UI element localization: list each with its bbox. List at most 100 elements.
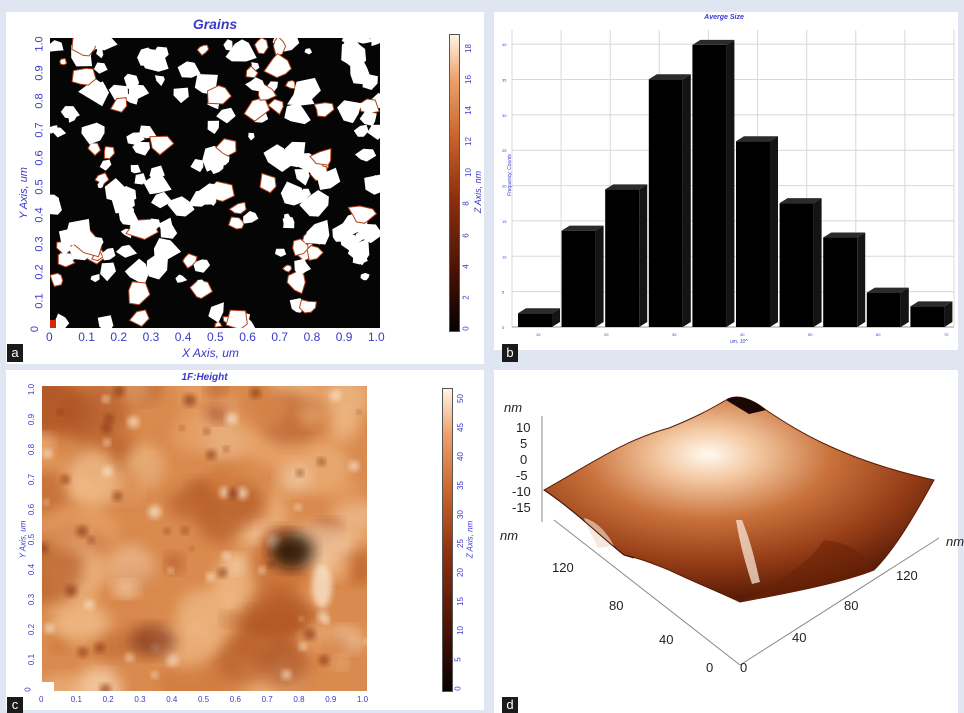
height-speck: [281, 669, 292, 680]
panel-c-colorbar-tick: 20: [455, 567, 465, 577]
bar-chart-x-tick: 20: [604, 332, 609, 337]
panel-a: Grains Y Axis, um 0 0.1 0.2 0.3 0.4 0.5 0.6 0.7…: [6, 12, 484, 364]
height-corner-mark: [42, 682, 54, 691]
height-speck: [148, 505, 162, 519]
height-patch: [327, 409, 359, 442]
grain: [360, 272, 370, 281]
grain: [50, 40, 64, 52]
bar: [736, 136, 779, 327]
panel-c-y-tick: 0.2: [27, 623, 37, 636]
grain: [206, 85, 232, 105]
height-speck: [298, 616, 304, 622]
grain-map: [50, 38, 380, 328]
grain: [295, 153, 325, 175]
height-map: [42, 386, 367, 691]
grain: [143, 175, 172, 195]
grain: [294, 258, 312, 277]
bar-side: [682, 74, 691, 328]
grain: [272, 38, 287, 57]
height-speck: [222, 551, 231, 560]
grain: [91, 38, 109, 47]
grain: [182, 253, 198, 269]
height-patch: [203, 405, 230, 424]
height-speck: [318, 655, 329, 666]
bar-chart-y-tick: 20: [502, 184, 507, 189]
panel-c-colorbar-tick: 40: [455, 451, 465, 461]
height-speck: [44, 623, 55, 634]
bar-side: [639, 184, 648, 327]
panel-a-xlabel: X Axis, um: [182, 346, 239, 360]
bar-front: [518, 313, 553, 327]
bar-front: [736, 141, 771, 327]
bar-chart-x-tick: 50: [808, 332, 813, 337]
height-patch: [197, 498, 244, 544]
grain: [342, 221, 351, 231]
height-patch: [277, 461, 311, 494]
grain: [124, 258, 149, 285]
panel-a-title: Grains: [192, 16, 238, 32]
panel-c-colorbar: [442, 388, 453, 692]
grain: [170, 202, 179, 209]
height-speck: [125, 652, 135, 662]
panel-a-colorbar-tick: 16: [463, 74, 473, 84]
grain: [102, 247, 116, 261]
panel-a-x-tick: 0.6: [239, 330, 256, 344]
height-speck: [166, 653, 179, 666]
height-speck: [77, 647, 88, 658]
grain: [167, 196, 195, 217]
height-speck: [84, 599, 95, 610]
bar-side: [552, 308, 561, 327]
height-speck: [303, 628, 316, 641]
bar-chart-bars: [518, 39, 953, 328]
grain: [151, 191, 173, 209]
grain: [294, 169, 310, 186]
bar-side: [770, 136, 779, 327]
height-patch: [61, 386, 129, 443]
panel-c-x-tick: 0.3: [134, 695, 146, 704]
grain: [299, 190, 329, 217]
bar: [823, 232, 866, 327]
grain: [359, 111, 377, 126]
bar-front: [692, 44, 727, 327]
panel-c-letter: c: [7, 697, 23, 713]
grain: [93, 62, 108, 74]
grain: [223, 39, 233, 51]
grain: [130, 164, 141, 174]
panel-c-zlabel: Z Axis, nm: [465, 520, 475, 559]
height-patch: [223, 554, 251, 573]
panel-a-x-tick: 1.0: [368, 330, 385, 344]
grain: [190, 159, 204, 173]
height-patch: [51, 635, 68, 653]
bar-chart: 0 5 10 15 20 25 30 35 40 10 20 30 40 50 60 70: [502, 30, 955, 337]
panel-a-colorbar: [449, 34, 460, 332]
surface-dark-peak: [726, 397, 766, 414]
panel-a-y-tick: 0.8: [33, 93, 46, 109]
panel-a-letter: a: [7, 344, 23, 362]
height-speck: [99, 684, 111, 691]
height-speck: [167, 567, 174, 574]
grain: [243, 211, 259, 224]
panel-a-y-tick: 0.9: [33, 64, 46, 81]
grain: [197, 183, 218, 205]
bar-chart-y-tick: 10: [502, 254, 507, 259]
grain: [58, 228, 80, 248]
grain: [196, 44, 210, 56]
grain: [280, 181, 308, 206]
panel-c-colorbar-tick: 25: [455, 538, 465, 548]
grain: [275, 248, 287, 257]
grain: [248, 132, 255, 141]
height-speck: [104, 413, 114, 424]
height-speck: [127, 416, 140, 428]
height-speck: [60, 474, 71, 484]
panel-c-y-tick: 0.5: [27, 533, 37, 546]
grain: [71, 67, 97, 86]
bar-chart-x-tick: 10: [536, 332, 541, 337]
grain: [356, 38, 372, 44]
bar-side: [900, 287, 909, 327]
panel-a-y-tick: 0.1: [33, 292, 46, 309]
panel-d-z-tick: 5: [520, 436, 528, 451]
bar: [605, 184, 648, 327]
panel-d-letter: d: [502, 697, 518, 713]
grain: [68, 112, 77, 123]
bar-chart-x-tick: 60: [876, 332, 881, 337]
